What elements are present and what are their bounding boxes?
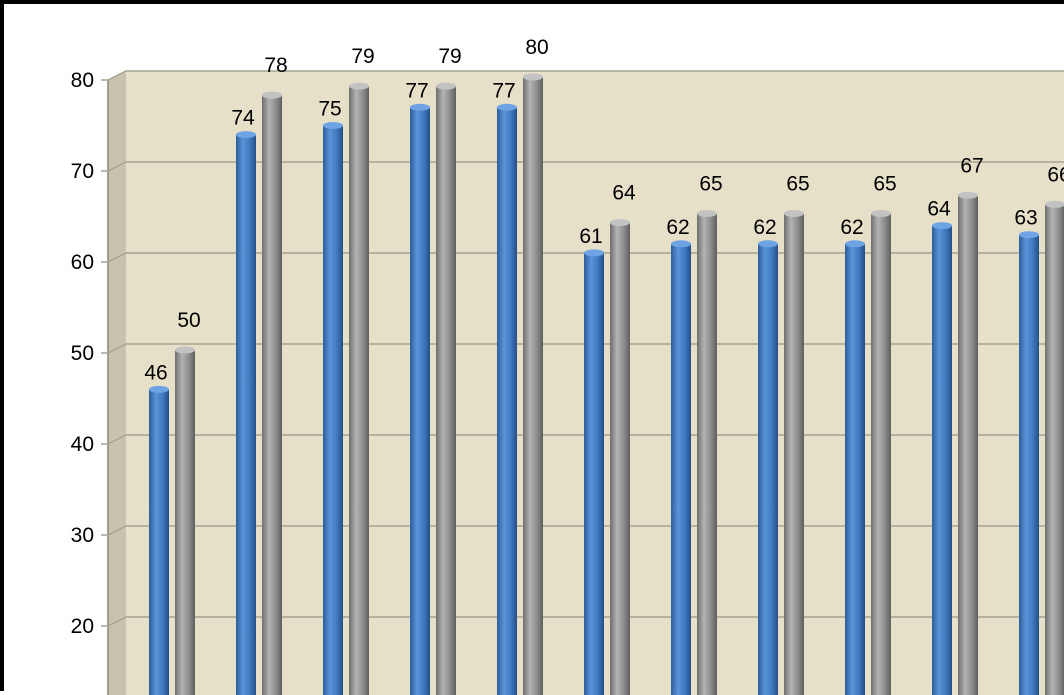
bar-series-2: [958, 192, 978, 695]
bar-cap: [845, 240, 865, 247]
y-tick-label: 60: [71, 251, 94, 274]
data-label: 46: [144, 361, 167, 384]
bar-cap: [1019, 231, 1039, 238]
bar-cap: [410, 104, 430, 111]
bar-series-1: [1019, 231, 1039, 695]
data-label: 65: [873, 173, 896, 196]
data-label: 61: [579, 225, 602, 248]
bar-cap: [236, 131, 256, 138]
y-tick-label: 50: [71, 342, 94, 365]
bar-series-1: [149, 386, 169, 695]
data-label: 80: [525, 36, 548, 59]
bar-cap: [497, 104, 517, 111]
bar-body: [758, 244, 778, 695]
bar-body: [697, 214, 717, 695]
y-tick-label: 30: [71, 524, 94, 547]
bar-cap: [262, 92, 282, 99]
bar-cap: [523, 74, 543, 81]
bar-body: [323, 126, 343, 695]
bar-cap: [758, 240, 778, 247]
bar-body: [1019, 235, 1039, 695]
data-label: 50: [177, 309, 200, 332]
y-tick-label: 70: [71, 160, 94, 183]
bar-body: [149, 389, 169, 695]
bar-series-1: [323, 122, 343, 695]
y-tick-label: 20: [71, 615, 94, 638]
data-label: 65: [699, 173, 722, 196]
bar-body: [1045, 204, 1064, 695]
bar-cap: [610, 219, 630, 226]
y-axis-tick-labels: 20 30 40 50 60 70 80: [71, 69, 94, 638]
bar-body: [584, 253, 604, 695]
bar-body: [410, 107, 430, 695]
bar-cap: [958, 192, 978, 199]
bar-cap: [784, 210, 804, 217]
data-label: 62: [666, 216, 689, 239]
bar-cap: [871, 210, 891, 217]
bar-series-1: [236, 131, 256, 695]
side-wall: [108, 71, 126, 695]
bar-cap: [349, 83, 369, 90]
bar-body: [236, 135, 256, 695]
data-label: 75: [318, 98, 341, 121]
data-label: 77: [405, 79, 428, 102]
bar-series-2: [871, 210, 891, 695]
y-tick-label: 40: [71, 433, 94, 456]
bar-series-1: [671, 240, 691, 695]
data-label: 64: [927, 198, 951, 221]
bar-body: [871, 214, 891, 695]
data-label: 67: [960, 154, 983, 177]
bar-series-1: [584, 249, 604, 695]
bar-body: [349, 86, 369, 695]
data-label: 65: [786, 173, 809, 196]
data-label: 79: [351, 45, 374, 68]
bar-series-1: [410, 104, 430, 695]
bar-series-2: [262, 92, 282, 695]
bar-body: [497, 107, 517, 695]
bar-chart: 20 30 40 50 60 70 80 46 50 74 78 75 79 77 79 77 80 61 64 6…: [4, 4, 1064, 695]
bar-body: [932, 226, 952, 695]
bar-body: [436, 86, 456, 695]
bar-cap: [436, 83, 456, 90]
y-tick-label: 80: [71, 69, 94, 92]
bar-series-2: [610, 219, 630, 695]
data-label: 74: [231, 107, 255, 130]
bar-series-2: [1045, 201, 1064, 695]
bar-body: [262, 95, 282, 695]
bar-cap: [149, 386, 169, 393]
bar-series-1: [497, 104, 517, 695]
data-label: 78: [264, 54, 287, 77]
bar-body: [845, 244, 865, 695]
data-label: 64: [612, 182, 636, 205]
bar-cap: [932, 222, 952, 229]
data-label: 62: [840, 216, 863, 239]
data-label: 79: [438, 45, 461, 68]
bar-cap: [584, 249, 604, 256]
data-label: 63: [1014, 207, 1037, 230]
bar-series-2: [175, 347, 195, 695]
bar-body: [671, 244, 691, 695]
bar-series-2: [697, 210, 717, 695]
data-label: 66: [1047, 163, 1064, 186]
bar-series-2: [523, 74, 543, 695]
bar-body: [784, 214, 804, 695]
bar-series-1: [845, 240, 865, 695]
data-label: 77: [492, 79, 515, 102]
bar-cap: [697, 210, 717, 217]
bar-cap: [175, 347, 195, 354]
bar-series-2: [436, 83, 456, 695]
bar-body: [523, 77, 543, 695]
bar-body: [958, 195, 978, 695]
bar-series-1: [932, 222, 952, 695]
bar-cap: [323, 122, 343, 129]
data-label: 62: [753, 216, 776, 239]
bar-body: [610, 223, 630, 695]
bar-series-1: [758, 240, 778, 695]
bar-series-2: [784, 210, 804, 695]
bar-cap: [671, 240, 691, 247]
bar-series-2: [349, 83, 369, 695]
bar-body: [175, 350, 195, 695]
